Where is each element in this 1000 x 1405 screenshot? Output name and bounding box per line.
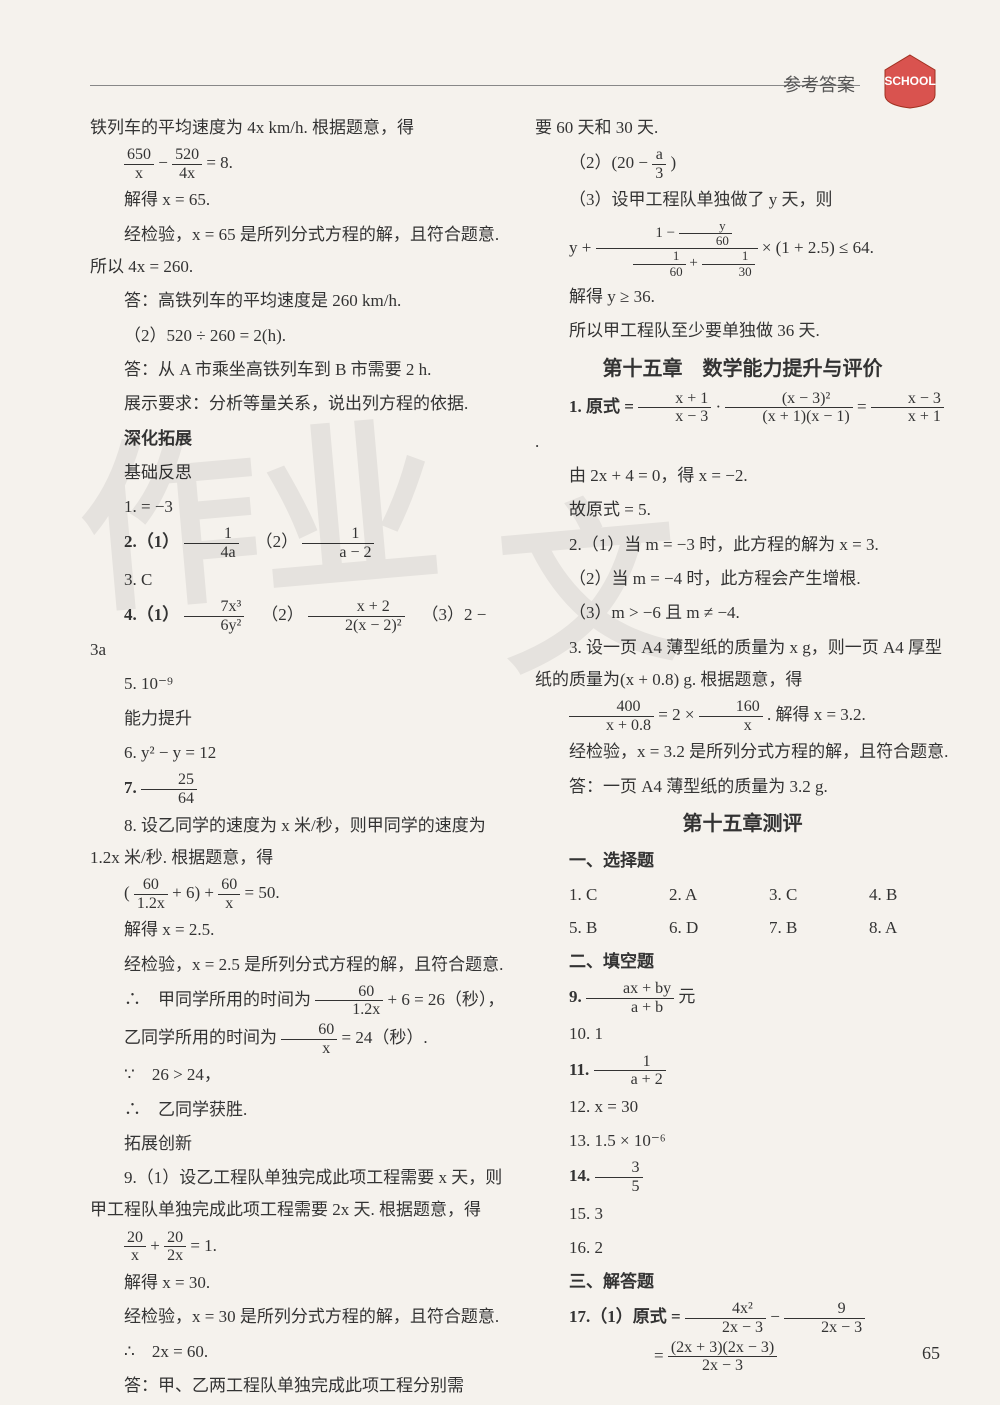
answer-item: 2.（1） 14a （2） 1a − 2 bbox=[90, 525, 505, 561]
text-line: 3. 设一页 A4 薄型纸的质量为 x g，则一页 A4 厚型纸的质量为(x +… bbox=[535, 632, 950, 697]
answer-item: 4. B bbox=[835, 879, 905, 911]
answer-item: 5. B bbox=[535, 912, 605, 944]
answer-item: 15. 3 bbox=[535, 1198, 950, 1230]
text-line: 要 60 天和 30 天. bbox=[535, 112, 950, 144]
text-line: 铁列车的平均速度为 4x km/h. 根据题意，得 bbox=[90, 112, 505, 144]
text-line: 9.（1）设乙工程队单独完成此项工程需要 x 天，则甲工程队单独完成此项工程需要… bbox=[90, 1162, 505, 1227]
text-line: 乙同学所用的时间为 60x = 24（秒）. bbox=[90, 1021, 505, 1057]
answer-item: 13. 1.5 × 10⁻⁶ bbox=[535, 1125, 950, 1157]
answer-item: 9. ax + bya + b 元 bbox=[535, 980, 950, 1016]
text-line: （2）520 ÷ 260 = 2(h). bbox=[90, 320, 505, 352]
text-line: （2）当 m = −4 时，此方程会产生增根. bbox=[535, 563, 950, 595]
text-line: （3）设甲工程队单独做了 y 天，则 bbox=[535, 184, 950, 216]
text-line: ∴ 乙同学获胜. bbox=[90, 1094, 505, 1126]
answer-item: 1. = −3 bbox=[90, 491, 505, 523]
text-line: 答：高铁列车的平均速度是 260 km/h. bbox=[90, 285, 505, 317]
page-number: 65 bbox=[922, 1336, 940, 1370]
test-title: 第十五章测评 bbox=[535, 805, 950, 843]
text-line: 答：甲、乙两工程队单独完成此项工程分别需 bbox=[90, 1370, 505, 1402]
text-line: 答：一页 A4 薄型纸的质量为 3.2 g. bbox=[535, 771, 950, 803]
answer-item: 1. C bbox=[535, 879, 605, 911]
answer-item: 4.（1） 7x³6y² （2） x + 22(x − 2)² （3）2 − 3… bbox=[90, 598, 505, 666]
text-line: 解得 x = 65. bbox=[90, 184, 505, 216]
answer-item: 5. 10⁻⁹ bbox=[90, 668, 505, 700]
equation: 400x + 0.8 = 2 × 160x . 解得 x = 3.2. bbox=[535, 698, 950, 734]
text-line: 8. 设乙同学的速度为 x 米/秒，则甲同学的速度为 1.2x 米/秒. 根据题… bbox=[90, 810, 505, 875]
answer-item: 7. B bbox=[735, 912, 805, 944]
text-line: 展示要求：分析等量关系，说出列方程的依据. bbox=[90, 388, 505, 420]
text-line: 经检验，x = 30 是所列分式方程的解，且符合题意. bbox=[90, 1301, 505, 1333]
section-heading: 二、填空题 bbox=[535, 946, 950, 978]
answer-item: 6. y² − y = 12 bbox=[90, 737, 505, 769]
right-column: 要 60 天和 30 天. （2）(20 − a3 ) （3）设甲工程队单独做了… bbox=[535, 110, 950, 1404]
text-line: 解得 y ≥ 36. bbox=[535, 281, 950, 313]
answer-item: 3. C bbox=[90, 564, 505, 596]
answer-item: 14. 35 bbox=[535, 1159, 950, 1195]
section-heading: 三、解答题 bbox=[535, 1266, 950, 1298]
equation: 650x − 5204x = 8. bbox=[90, 146, 505, 182]
answer-item: 3. C bbox=[735, 879, 805, 911]
text-line: 经检验，x = 3.2 是所列分式方程的解，且符合题意. bbox=[535, 736, 950, 768]
text-line: 能力提升 bbox=[90, 703, 505, 735]
equation: ( 601.2x + 6) + 60x = 50. bbox=[90, 876, 505, 912]
equation: = (2x + 3)(2x − 3)2x − 3 bbox=[535, 1339, 950, 1375]
text-line: 解得 x = 2.5. bbox=[90, 914, 505, 946]
chapter-title: 第十五章 数学能力提升与评价 bbox=[535, 350, 950, 388]
text-line: 拓展创新 bbox=[90, 1128, 505, 1160]
text-line: 所以甲工程队至少要单独做 36 天. bbox=[535, 315, 950, 347]
text-line: ∴ 2x = 60. bbox=[90, 1336, 505, 1368]
text-line: 2.（1）当 m = −3 时，此方程的解为 x = 3. bbox=[535, 529, 950, 561]
text-line: 答：从 A 市乘坐高铁列车到 B 市需要 2 h. bbox=[90, 354, 505, 386]
answer-row: 1. C 2. A 3. C 4. B bbox=[535, 879, 950, 911]
equation: 1. 原式 = x + 1x − 3 · (x − 3)²(x + 1)(x −… bbox=[535, 390, 950, 458]
text-line: 经检验，x = 2.5 是所列分式方程的解，且符合题意. bbox=[90, 949, 505, 981]
text-line: ∴ 甲同学所用的时间为 601.2x + 6 = 26（秒）， bbox=[90, 983, 505, 1019]
header-label: 参考答案 bbox=[783, 68, 855, 102]
equation: 17.（1）原式 = 4x²2x − 3 − 92x − 3 bbox=[535, 1300, 950, 1336]
left-column: 铁列车的平均速度为 4x km/h. 根据题意，得 650x − 5204x =… bbox=[90, 110, 505, 1404]
school-badge-icon: SCHOOL bbox=[875, 50, 945, 110]
equation: y + 1 − y60 160 + 130 × (1 + 2.5) ≤ 64. bbox=[535, 219, 950, 279]
answer-item: 11. 1a + 2 bbox=[535, 1053, 950, 1089]
content-columns: 铁列车的平均速度为 4x km/h. 根据题意，得 650x − 5204x =… bbox=[90, 110, 950, 1404]
answer-item: 7. 2564 bbox=[90, 771, 505, 807]
answer-item: 6. D bbox=[635, 912, 705, 944]
answer-item: 2. A bbox=[635, 879, 705, 911]
answer-row: 5. B 6. D 7. B 8. A bbox=[535, 912, 950, 944]
text-line: （3）m > −6 且 m ≠ −4. bbox=[535, 597, 950, 629]
equation: 20x + 202x = 1. bbox=[90, 1229, 505, 1265]
text-line: 经检验，x = 65 是所列分式方程的解，且符合题意. 所以 4x = 260. bbox=[90, 219, 505, 284]
answer-item: 12. x = 30 bbox=[535, 1091, 950, 1123]
text-line: ∵ 26 > 24， bbox=[90, 1059, 505, 1091]
answer-item: 16. 2 bbox=[535, 1232, 950, 1264]
section-heading: 深化拓展 bbox=[90, 423, 505, 455]
header-rule bbox=[90, 85, 860, 86]
section-heading: 一、选择题 bbox=[535, 845, 950, 877]
fraction: 5204x bbox=[172, 146, 202, 182]
text-line: 解得 x = 30. bbox=[90, 1267, 505, 1299]
answer-item: 8. A bbox=[835, 912, 905, 944]
answer-item: 10. 1 bbox=[535, 1018, 950, 1050]
fraction: 650x bbox=[124, 146, 154, 182]
text-line: 故原式 = 5. bbox=[535, 494, 950, 526]
text-line: 由 2x + 4 = 0，得 x = −2. bbox=[535, 460, 950, 492]
svg-text:SCHOOL: SCHOOL bbox=[884, 74, 935, 88]
text-line: 基础反思 bbox=[90, 457, 505, 489]
equation: （2）(20 − a3 ) bbox=[535, 146, 950, 182]
